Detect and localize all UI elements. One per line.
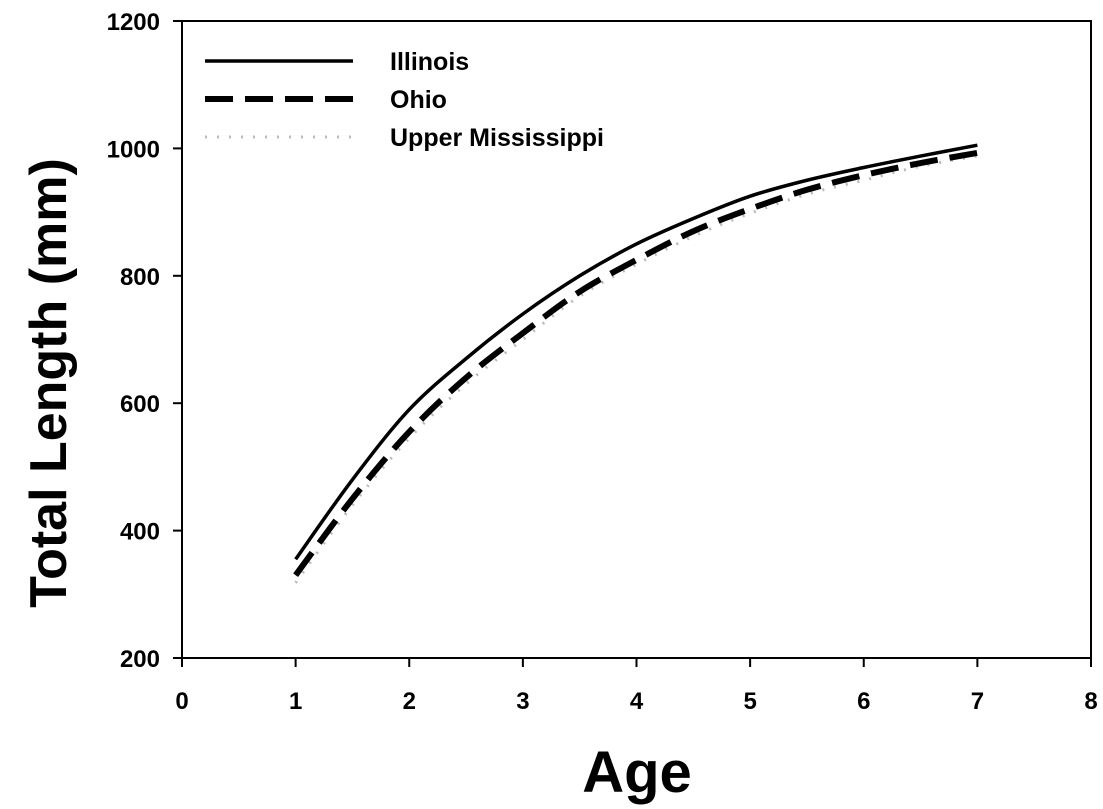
x-tick-label: 3 [516,688,529,715]
axes [181,20,1092,659]
x-tick-label: 4 [630,688,644,715]
ticks: 0 1 2 3 4 5 6 7 8 200 400 600 800 1000 1200 [107,9,1098,715]
plot-frame [181,20,1092,659]
legend-label-illinois: Illinois [390,48,469,76]
x-tick-label: 8 [1084,688,1097,715]
y-tick-label: 400 [120,519,160,546]
x-tick-label: 1 [289,688,302,715]
y-tick-label: 600 [120,391,160,418]
x-tick-label: 6 [857,688,870,715]
x-tick-label: 7 [971,688,984,715]
y-axis-title: Total Length (mm) [20,158,78,608]
x-tick-label: 2 [403,688,416,715]
x-axis-title: Age [582,740,692,805]
series-line-upper-mississippi [294,154,978,584]
y-tick-label: 1000 [107,136,160,163]
series-layer [293,143,978,584]
x-tick-label: 5 [743,688,756,715]
legend-label-ohio: Ohio [390,86,447,114]
legend-label-upper-mississippi: Upper Mississippi [390,124,604,152]
series-line-ohio [293,149,978,577]
legend: Illinois Ohio Upper Mississippi [205,48,604,152]
x-tick-label: 0 [175,688,188,715]
y-tick-label: 800 [120,264,160,291]
y-tick-label: 200 [120,646,160,673]
y-tick-label: 1200 [107,9,160,36]
series-line-illinois [294,143,978,561]
